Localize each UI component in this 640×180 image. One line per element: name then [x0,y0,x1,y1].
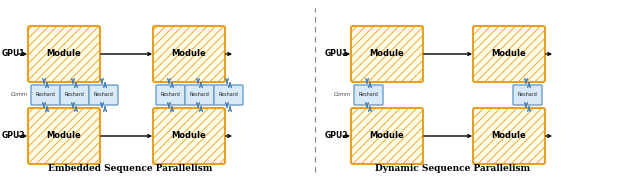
FancyBboxPatch shape [28,108,100,164]
FancyBboxPatch shape [351,108,423,164]
Text: Module: Module [172,50,206,59]
Text: Module: Module [370,132,404,141]
Text: GPU2: GPU2 [325,132,349,141]
Text: Embedded Sequence Parallelism: Embedded Sequence Parallelism [48,164,212,173]
Text: Comm: Comm [334,93,351,98]
Text: Reshard: Reshard [36,93,56,98]
FancyBboxPatch shape [185,85,214,105]
FancyBboxPatch shape [153,26,225,82]
FancyBboxPatch shape [351,26,423,82]
Text: GPU1: GPU1 [325,50,349,59]
Text: Module: Module [370,50,404,59]
Text: Module: Module [47,132,81,141]
Text: Module: Module [47,50,81,59]
Text: Module: Module [492,132,526,141]
FancyBboxPatch shape [513,85,542,105]
Text: Reshard: Reshard [161,93,180,98]
Text: Reshard: Reshard [358,93,378,98]
Text: Dynamic Sequence Parallelism: Dynamic Sequence Parallelism [376,164,531,173]
Text: Reshard: Reshard [93,93,113,98]
FancyBboxPatch shape [473,26,545,82]
Text: Reshard: Reshard [189,93,209,98]
FancyBboxPatch shape [156,85,185,105]
FancyBboxPatch shape [473,108,545,164]
FancyBboxPatch shape [153,108,225,164]
FancyBboxPatch shape [354,85,383,105]
FancyBboxPatch shape [89,85,118,105]
Text: Module: Module [492,50,526,59]
FancyBboxPatch shape [214,85,243,105]
Text: Reshard: Reshard [518,93,538,98]
FancyBboxPatch shape [60,85,89,105]
Text: GPU1: GPU1 [2,50,26,59]
Text: Comm: Comm [11,93,28,98]
Text: Module: Module [172,132,206,141]
FancyBboxPatch shape [28,26,100,82]
Text: Reshard: Reshard [65,93,84,98]
FancyBboxPatch shape [31,85,60,105]
Text: GPU2: GPU2 [2,132,26,141]
Text: Reshard: Reshard [219,93,239,98]
